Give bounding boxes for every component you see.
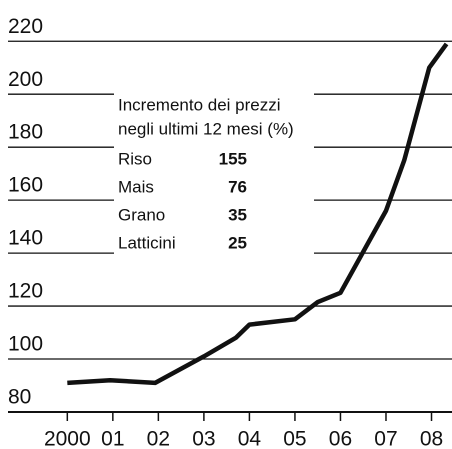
y-tick-label: 100 bbox=[8, 333, 43, 356]
x-tick-label: 02 bbox=[147, 428, 170, 449]
annotation-value: 155 bbox=[219, 149, 247, 168]
annotation-label: Mais bbox=[118, 177, 154, 196]
x-tick-label: 06 bbox=[329, 428, 352, 449]
line bbox=[67, 42, 449, 386]
y-tick-label: 220 bbox=[8, 15, 43, 38]
y-tick-label: 180 bbox=[8, 121, 43, 144]
x-tick-label: 2000 bbox=[44, 428, 91, 449]
y-tick-label: 140 bbox=[8, 227, 43, 250]
y-tick-label: 160 bbox=[8, 174, 43, 197]
annotation-value: 25 bbox=[228, 233, 247, 252]
annotation-text: negli ultimi 12 mesi (%) bbox=[118, 119, 294, 138]
annotation-label: Latticini bbox=[118, 233, 176, 252]
y-tick-label: 200 bbox=[8, 68, 43, 91]
x-tick-label: 05 bbox=[283, 428, 306, 449]
annotation-text: Incremento dei prezzi bbox=[118, 95, 281, 114]
x-tick-label: 01 bbox=[101, 428, 124, 449]
annotation-label: Riso bbox=[118, 149, 152, 168]
y-tick-label: 80 bbox=[8, 386, 31, 409]
annotation-value: 76 bbox=[228, 177, 247, 196]
y-tick-label: 120 bbox=[8, 280, 43, 303]
x-tick-label: 08 bbox=[420, 428, 443, 449]
annotation-label: Grano bbox=[118, 205, 165, 224]
x-tick-label: 03 bbox=[192, 428, 215, 449]
x-tick-label: 04 bbox=[238, 428, 262, 449]
x-tick-label: 07 bbox=[374, 428, 397, 449]
annotation-value: 35 bbox=[228, 205, 247, 224]
annotation-bg bbox=[114, 92, 314, 264]
